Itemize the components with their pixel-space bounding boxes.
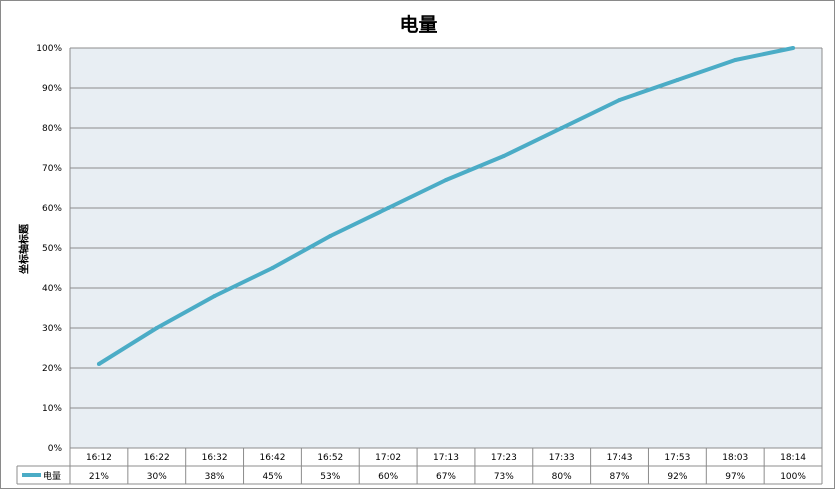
data-point xyxy=(212,294,217,298)
x-tick-label: 17:43 xyxy=(607,453,633,463)
data-point xyxy=(501,154,506,158)
data-point xyxy=(675,78,680,82)
data-point xyxy=(791,46,796,50)
data-point xyxy=(386,206,391,210)
x-tick-label: 17:02 xyxy=(375,453,401,463)
y-tick-label: 90% xyxy=(42,84,62,94)
data-point xyxy=(559,126,564,130)
y-tick-label: 30% xyxy=(42,324,62,334)
chart-title: 电量 xyxy=(399,14,438,36)
data-table-value: 53% xyxy=(320,472,340,482)
data-point xyxy=(96,362,101,366)
data-table-value: 73% xyxy=(494,472,514,482)
x-tick-label: 17:23 xyxy=(491,453,517,463)
data-table-value: 60% xyxy=(378,472,398,482)
data-point xyxy=(733,58,738,62)
y-tick-label: 20% xyxy=(42,364,62,374)
data-table-value: 38% xyxy=(205,472,225,482)
x-tick-label: 16:22 xyxy=(144,453,170,463)
data-table-value: 80% xyxy=(552,472,572,482)
y-tick-label: 100% xyxy=(36,44,62,54)
data-table-value: 21% xyxy=(89,472,109,482)
data-table-value: 100% xyxy=(780,472,806,482)
x-tick-label: 17:53 xyxy=(664,453,690,463)
legend-label: 电量 xyxy=(43,470,61,482)
y-tick-label: 60% xyxy=(42,204,62,214)
y-tick-label: 0% xyxy=(48,444,63,454)
x-tick-label: 16:32 xyxy=(202,453,228,463)
data-point xyxy=(270,266,275,270)
y-tick-label: 70% xyxy=(42,164,62,174)
data-point xyxy=(154,326,159,330)
x-tick-label: 17:33 xyxy=(549,453,575,463)
data-point xyxy=(617,98,622,102)
data-table-value: 67% xyxy=(436,472,456,482)
y-tick-label: 80% xyxy=(42,124,62,134)
x-tick-label: 16:52 xyxy=(317,453,343,463)
y-tick-label: 50% xyxy=(42,244,62,254)
data-table-value: 87% xyxy=(610,472,630,482)
x-tick-label: 17:13 xyxy=(433,453,459,463)
x-tick-label: 18:14 xyxy=(780,453,806,463)
data-table-value: 45% xyxy=(262,472,282,482)
x-tick-label: 18:03 xyxy=(722,453,748,463)
data-table-value: 97% xyxy=(725,472,745,482)
x-tick-label: 16:12 xyxy=(86,453,112,463)
data-table-value: 92% xyxy=(667,472,687,482)
y-tick-label: 40% xyxy=(42,284,62,294)
data-table-value: 30% xyxy=(147,472,167,482)
data-point xyxy=(444,178,448,182)
y-tick-label: 10% xyxy=(42,404,62,414)
data-point xyxy=(328,234,333,238)
x-tick-label: 16:42 xyxy=(259,453,285,463)
